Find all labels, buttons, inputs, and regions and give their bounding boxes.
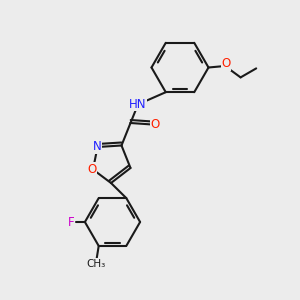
Text: N: N — [93, 140, 102, 154]
Text: O: O — [151, 118, 160, 131]
Text: F: F — [68, 215, 74, 229]
Text: HN: HN — [129, 98, 147, 111]
Text: CH₃: CH₃ — [87, 259, 106, 269]
Text: O: O — [87, 163, 96, 176]
Text: O: O — [222, 57, 231, 70]
